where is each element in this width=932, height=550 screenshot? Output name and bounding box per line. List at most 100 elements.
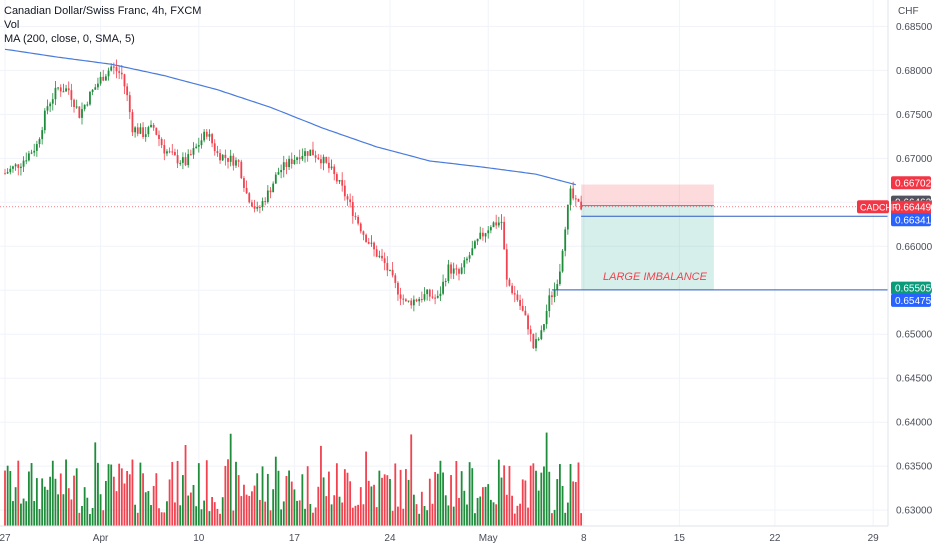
volume-bar (150, 505, 152, 526)
candle-body (391, 269, 394, 276)
price-tags: 0.667020.664620.6644947:580.663410.65505… (857, 176, 932, 307)
candle-body (251, 202, 253, 207)
chart-legend: Canadian Dollar/Swiss Franc, 4h, FXCM Vo… (4, 4, 201, 46)
candle-body (147, 127, 150, 135)
volume-bar (375, 507, 378, 526)
candle-body (187, 154, 190, 166)
volume-bar (386, 475, 389, 526)
candle-body (176, 155, 179, 164)
candle-body (208, 134, 211, 137)
volume-bar (495, 504, 498, 526)
candle-body (373, 242, 375, 250)
time-tick-label: 17 (289, 533, 301, 544)
candle-body (489, 227, 492, 231)
candle-body (301, 156, 304, 160)
candle-body (274, 174, 277, 184)
volume-bar (227, 459, 229, 526)
volume-bar (328, 471, 330, 526)
candle-body (495, 222, 498, 226)
candle-body (227, 157, 229, 162)
volume-bar (216, 508, 219, 526)
candle-body (168, 151, 171, 153)
volume-bar (349, 481, 352, 526)
price-tick-label: 0.63500 (896, 462, 932, 473)
volume-bar (572, 481, 575, 526)
candle-body (389, 269, 391, 271)
candle-body (346, 196, 349, 200)
time-axis[interactable]: 27 Apr 10 17 24 May 8 15 22 29 (0, 533, 879, 544)
candle-body (466, 258, 468, 261)
candle-body (203, 131, 206, 141)
target-tag-bg (891, 281, 931, 295)
candle-body (142, 127, 144, 138)
price-tick-label: 0.68500 (896, 22, 932, 33)
volume-bar (189, 492, 192, 526)
time-tick-label: 15 (674, 533, 686, 544)
candle-body (330, 166, 333, 169)
volume-bar (553, 509, 556, 526)
volume-bar (489, 499, 492, 526)
volume-bar (338, 496, 341, 526)
volume-bar (20, 503, 22, 526)
volume-bar (158, 508, 160, 526)
candle-body (298, 157, 301, 160)
volume-bar (192, 485, 195, 526)
volume-bar (543, 466, 545, 526)
volume-bar (431, 503, 434, 526)
candle-body (325, 156, 328, 163)
volume-bar (94, 442, 97, 526)
volume-bar (43, 486, 46, 526)
candle-body (163, 145, 166, 154)
volume-bar (12, 501, 14, 526)
volume-bar (519, 503, 521, 526)
candle-body (86, 104, 89, 106)
candle-body (479, 232, 482, 239)
candle-body (460, 267, 463, 274)
volume-bar (314, 507, 317, 526)
volume-bar (574, 482, 577, 526)
candle-body (365, 234, 367, 243)
candle-body (574, 198, 577, 200)
trade-zones (581, 184, 714, 290)
candle-body (158, 134, 160, 139)
candle-body (426, 289, 429, 295)
volume-bar (195, 506, 198, 526)
volume-bar (412, 494, 415, 526)
volume-bar (112, 476, 115, 526)
volume-bar (46, 489, 49, 526)
candle-body (134, 127, 136, 133)
candle-body (181, 157, 184, 163)
volume-bar (463, 490, 466, 526)
volume-bar (243, 484, 245, 526)
candle-body (367, 242, 370, 244)
volume-bar (503, 465, 506, 526)
target-tag: 0.65505 (895, 284, 932, 295)
volume-bar (171, 461, 174, 526)
volume-bar (359, 487, 362, 526)
volume-bar (556, 479, 559, 526)
volume-bar (580, 513, 583, 526)
volume-bar (492, 502, 495, 526)
volume-bar (370, 486, 373, 526)
entry-blue-tag: 0.66341 (895, 215, 932, 226)
candle-body (399, 294, 402, 299)
volume-bar (442, 472, 444, 526)
candle-body (566, 204, 569, 230)
candle-body (237, 160, 240, 162)
volume-bar (558, 464, 561, 526)
volume-bar (343, 469, 346, 526)
candle-body (224, 154, 227, 158)
volume-bar (91, 508, 94, 526)
volume-bar (383, 474, 386, 526)
candle-body (561, 250, 564, 272)
volume-bar (139, 462, 142, 526)
candle-body (328, 162, 330, 169)
candle-body (30, 152, 33, 154)
volume-bar (474, 513, 476, 526)
candle-body (471, 248, 474, 256)
candle-body (51, 99, 54, 104)
candle-body (272, 183, 275, 193)
candle-body (123, 74, 126, 87)
candle-body (219, 153, 221, 161)
